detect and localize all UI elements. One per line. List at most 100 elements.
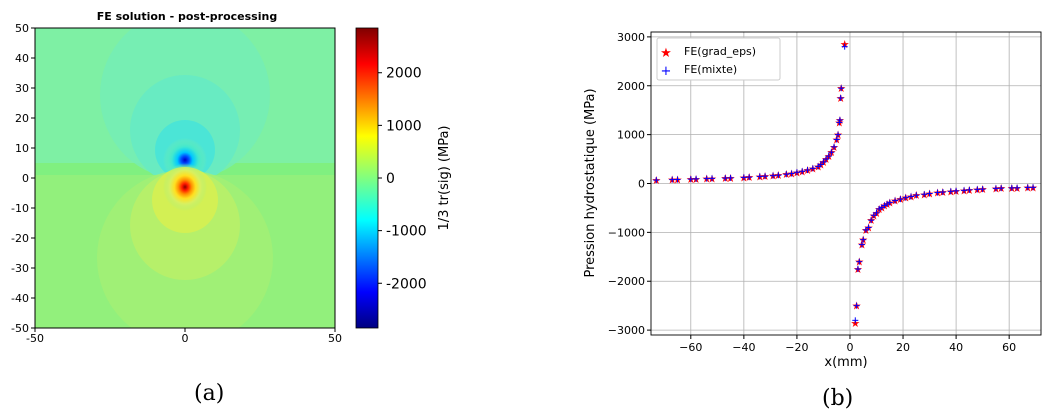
colorbar: [355, 27, 379, 329]
point-mixte: [770, 172, 777, 179]
heatmap-panel: FE solution - post-processing -50 0 50 50 40…: [0, 0, 480, 414]
y-tick-label: 2000: [617, 80, 645, 93]
point-mixte: [783, 171, 790, 178]
colorbar-tick-label: 0: [386, 171, 395, 187]
point-mixte: [854, 266, 861, 273]
point-mixte: [881, 202, 888, 209]
point-mixte: [669, 176, 676, 183]
y-tick-label: 40: [15, 52, 29, 65]
point-mixte: [913, 192, 920, 199]
point-mixte: [820, 158, 827, 165]
point-mixte: [1014, 184, 1021, 191]
scatter-chart: ★★★★★★★★★★★★★★★★★★★★★★★★★★★★★★★★★★★★★★★★…: [583, 31, 1042, 370]
x-tick-label: −60: [679, 341, 702, 354]
axis-ticks: −60 −40 −20 0 20 40 60 3000 2000 1000 0 −1000 −2000 −…: [608, 31, 1016, 354]
point-mixte: [823, 156, 830, 163]
point-mixte: [746, 174, 753, 181]
y-tick-label: 0: [638, 178, 645, 191]
x-tick-label: −40: [732, 341, 755, 354]
point-mixte: [860, 236, 867, 243]
y-tick-label: 30: [15, 82, 29, 95]
point-mixte: [804, 167, 811, 174]
point-mixte: [727, 174, 734, 181]
point-mixte: [809, 165, 816, 172]
caption-b: (b): [822, 386, 854, 411]
heatmap-title: FE solution - post-processing: [97, 10, 277, 23]
point-mixte: [1024, 184, 1031, 191]
point-mixte: [674, 176, 681, 183]
x-tick-label: 40: [949, 341, 963, 354]
y-tick-label: 10: [15, 142, 29, 155]
y-tick-label: -20: [11, 232, 29, 245]
point-mixte: [825, 153, 832, 160]
point-mixte: [831, 143, 838, 150]
point-mixte: [992, 185, 999, 192]
point-mixte: [961, 187, 968, 194]
point-mixte: [852, 317, 859, 324]
point-mixte: [897, 196, 904, 203]
colorbar-tick-label: -1000: [386, 224, 427, 240]
point-mixte: [858, 241, 865, 248]
grid-lines: [651, 32, 1041, 335]
data-points: ★★★★★★★★★★★★★★★★★★★★★★★★★★★★★★★★★★★★★★★★…: [651, 38, 1038, 330]
point-mixte: [998, 185, 1005, 192]
legend-label-mixte: FE(mixte): [684, 63, 737, 76]
y-tick-label: −1000: [608, 226, 645, 239]
caption-a: (a): [194, 381, 225, 406]
x-tick-label: 0: [846, 341, 853, 354]
point-mixte: [884, 201, 891, 208]
y-tick-label: -50: [11, 322, 29, 335]
x-tick-label: −20: [785, 341, 808, 354]
y-tick-label: -10: [11, 202, 29, 215]
point-mixte: [756, 173, 763, 180]
point-mixte: [886, 199, 893, 206]
point-mixte: [939, 189, 946, 196]
colorbar-label: 1/3 tr(sig) (MPa): [437, 126, 452, 231]
x-tick-label: 50: [328, 332, 342, 345]
heatmap-chart: FE solution - post-processing -50 0 50 50 40…: [11, 10, 452, 345]
point-mixte: [966, 186, 973, 193]
y-tick-label: 20: [15, 112, 29, 125]
y-tick-label: 3000: [617, 31, 645, 44]
legend-marker-star: ★: [660, 46, 672, 61]
y-tick-label: −3000: [608, 324, 645, 337]
y-tick-label: −2000: [608, 275, 645, 288]
point-mixte: [762, 173, 769, 180]
point-mixte: [926, 190, 933, 197]
heatmap-field: [35, 28, 335, 328]
point-mixte: [828, 149, 835, 156]
point-mixte: [1008, 184, 1015, 191]
point-mixte: [934, 189, 941, 196]
point-mixte: [876, 205, 883, 212]
legend-box: [656, 37, 781, 81]
point-mixte: [908, 193, 914, 200]
legend: ★ FE(grad_eps) + FE(mixte): [656, 37, 781, 81]
colorbar-tick-label: 2000: [386, 66, 422, 82]
y-tick-label: 0: [22, 172, 29, 185]
y-tick-label: 50: [15, 22, 29, 35]
point-mixte: [693, 175, 700, 182]
point-mixte: [740, 174, 747, 181]
point-mixte: [853, 302, 860, 309]
point-mixte: [921, 191, 928, 198]
point-mixte: [793, 169, 800, 176]
x-tick-label: 0: [182, 332, 189, 345]
x-tick-label: 20: [896, 341, 910, 354]
point-mixte: [892, 197, 899, 204]
point-mixte: [1030, 184, 1037, 191]
point-mixte: [865, 224, 872, 231]
y-tick-label: -40: [11, 292, 29, 305]
point-mixte: [837, 94, 844, 101]
y-axis-label: Pression hydrostatique (MPa): [583, 88, 598, 277]
point-mixte: [979, 186, 986, 193]
point-mixte: [835, 131, 842, 138]
point-mixte: [974, 186, 981, 193]
heatmap-axes: -50 0 50 50 40 30 20 10 0 -10 -20 -30 -40 -50: [11, 22, 342, 345]
point-mixte: [838, 85, 845, 92]
point-mixte: [722, 175, 729, 182]
point-mixte: [953, 187, 960, 194]
x-tick-label: -50: [26, 332, 44, 345]
y-tick-label: 1000: [617, 129, 645, 142]
legend-label-grad-eps: FE(grad_eps): [684, 45, 756, 58]
point-mixte: [873, 209, 880, 216]
